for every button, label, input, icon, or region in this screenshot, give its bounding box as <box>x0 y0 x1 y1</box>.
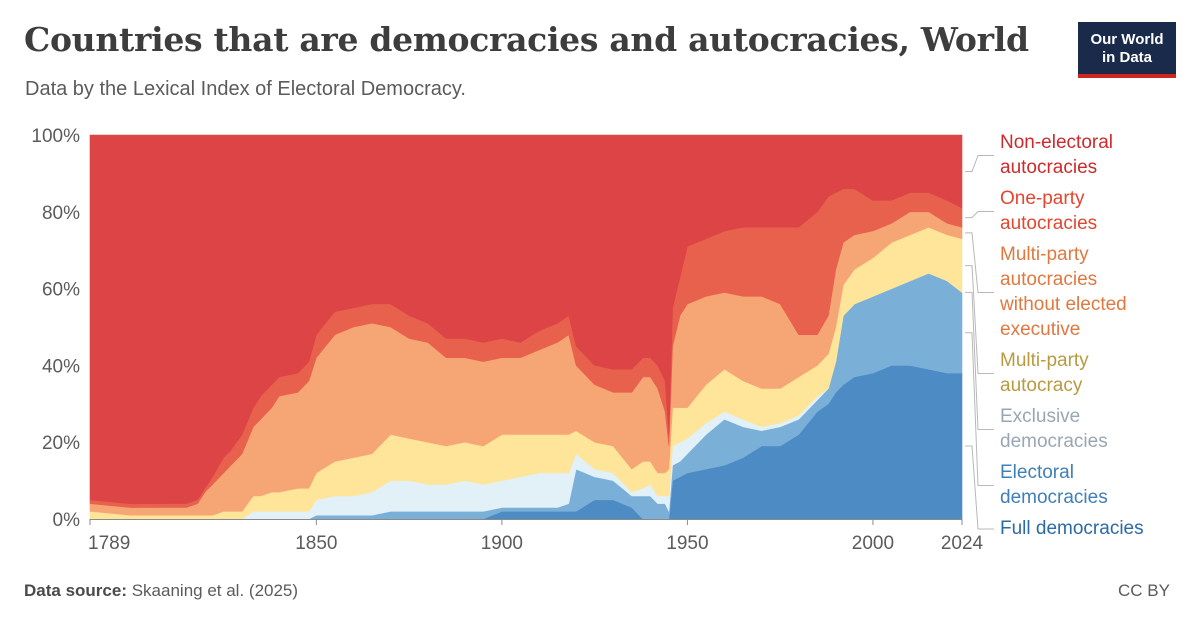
logo-line-1: Our World <box>1090 31 1164 48</box>
legend-label: autocracies <box>1000 213 1097 234</box>
legend-label: autocracy <box>1000 375 1083 396</box>
data-source-label: Data source: <box>24 581 127 600</box>
chart-title: Countries that are democracies and autoc… <box>24 20 1029 59</box>
legend-item-exclusive-democracies[interactable]: Exclusive democracies <box>965 291 1108 452</box>
legend-item-one-party-autocracies[interactable]: One-party autocracies <box>965 188 1097 234</box>
y-tick-label: 0% <box>53 510 81 531</box>
legend-label: Non-electoral <box>1000 132 1113 153</box>
legend-item-electoral-democracies[interactable]: Electoral democracies <box>965 332 1108 508</box>
y-tick-label: 100% <box>31 126 80 147</box>
legend-connector <box>965 211 994 219</box>
legend-label: democracies <box>1000 431 1108 452</box>
legend-item-full-democracies[interactable]: Full democracies <box>965 445 1144 539</box>
x-tick-label: 1900 <box>481 533 523 554</box>
data-source: Data source: Skaaning et al. (2025) <box>24 581 298 601</box>
legend: Non-electoral autocracies One-party autocra… <box>965 132 1144 539</box>
legend-item-multi-party-autocracy[interactable]: Multi-party autocracy <box>965 265 1089 396</box>
legend-label: autocracies <box>1000 269 1097 290</box>
x-tick-label: 1950 <box>666 533 708 554</box>
legend-label: Electoral <box>1000 462 1074 483</box>
y-axis: 0% 20% 40% 60% 80% 100% <box>31 126 80 531</box>
legend-label: without elected <box>999 294 1127 315</box>
legend-connector <box>965 445 994 530</box>
y-tick-label: 40% <box>42 356 80 377</box>
legend-label: autocracies <box>1000 157 1097 178</box>
area-series-group <box>89 134 963 520</box>
legend-connector <box>965 232 994 293</box>
chart-subtitle: Data by the Lexical Index of Electoral D… <box>25 78 466 100</box>
logo-line-2: in Data <box>1101 49 1152 66</box>
x-tick-label: 1789 <box>88 533 130 554</box>
y-tick-label: 20% <box>42 433 80 454</box>
legend-connector <box>965 332 994 486</box>
x-tick-label: 2024 <box>941 533 984 554</box>
legend-item-multi-party-autocracies-without-elected-executive[interactable]: Multi-party autocracies without elected exe… <box>965 232 1127 340</box>
x-tick-label: 2000 <box>852 533 894 554</box>
x-tick-label: 1850 <box>295 533 337 554</box>
x-axis: 1789 1850 1900 1950 2000 2024 <box>88 519 984 554</box>
y-tick-label: 60% <box>42 280 80 301</box>
license-link[interactable]: CC BY <box>1118 581 1170 600</box>
y-tick-label: 80% <box>42 203 80 224</box>
legend-item-non-electoral-autocracies[interactable]: Non-electoral autocracies <box>965 132 1113 178</box>
legend-label: Full democracies <box>1000 518 1144 539</box>
data-source-text[interactable]: Skaaning et al. (2025) <box>131 581 299 600</box>
legend-label: Exclusive <box>1000 406 1080 427</box>
legend-label: Multi-party <box>1000 244 1089 265</box>
legend-connector <box>965 155 994 172</box>
legend-label: democracies <box>1000 487 1108 508</box>
legend-connector <box>965 265 994 374</box>
area-non-electoral-autocracies[interactable] <box>89 134 963 505</box>
legend-label: One-party <box>1000 188 1085 209</box>
legend-connector <box>965 291 994 430</box>
legend-label: Multi-party <box>1000 350 1089 371</box>
owid-logo[interactable]: Our World in Data <box>1078 22 1176 78</box>
legend-label: executive <box>1000 319 1080 340</box>
